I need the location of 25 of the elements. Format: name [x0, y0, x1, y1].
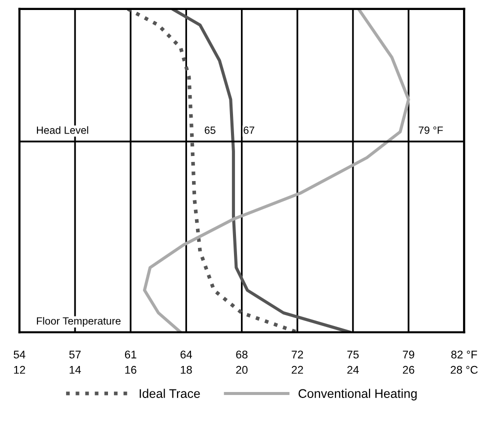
x2-tick-label: 75: [347, 350, 359, 358]
x2-tick-label: 57: [69, 350, 81, 358]
x-tick-label: 18: [180, 366, 192, 374]
x2-tick-label: 79: [402, 350, 414, 358]
x-tick-label: 14: [70, 366, 81, 374]
annotation: 65: [204, 126, 216, 134]
x2-tick-label: 72: [292, 350, 303, 358]
x2-tick-label: 68: [236, 350, 248, 358]
annotation: 79 °F: [418, 126, 443, 134]
x2-tick-label: 82 °F: [451, 350, 478, 358]
annotation: 67: [244, 126, 254, 134]
x2-tick-label: 54: [14, 350, 26, 358]
annotation: Floor Temperature: [36, 317, 121, 327]
x-tick-label: 16: [125, 366, 136, 374]
x-tick-label: 24: [347, 366, 359, 374]
x-tick-label: 20: [236, 366, 248, 374]
x2-tick-label: 61: [125, 350, 136, 358]
x-tick-label: 12: [14, 366, 26, 374]
x-tick-label: 22: [292, 366, 303, 374]
legend-label: Ideal Trace: [140, 388, 200, 398]
ref-line-label: Head Level: [36, 126, 88, 134]
legend-label: Conventional Heating: [298, 388, 417, 400]
x2-tick-label: 64: [180, 350, 192, 358]
x-tick-label: 28 °C: [450, 366, 478, 374]
x-tick-label: 26: [402, 366, 414, 374]
